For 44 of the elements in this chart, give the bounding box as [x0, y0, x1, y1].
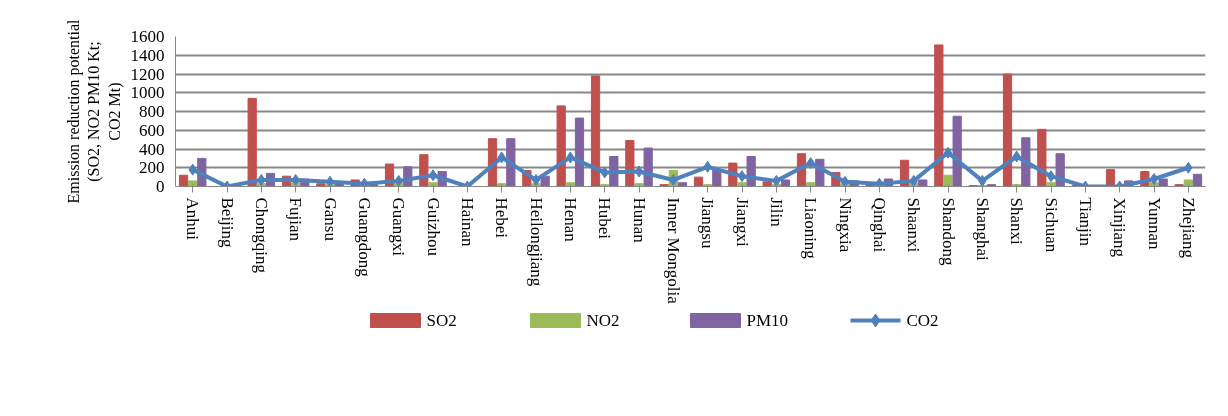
x-tick-label: Guizhou	[423, 197, 443, 257]
x-tick-label: Shandong	[938, 197, 958, 266]
x-tick-label: Liaoning	[801, 197, 821, 260]
x-tick-label: Hebei	[492, 197, 512, 239]
x-tick-label: Sichuan	[1041, 197, 1061, 253]
x-tick-label: Beijing	[217, 197, 237, 249]
x-tick-label: Hunan	[629, 197, 649, 244]
x-tick-label: Shanghai	[972, 197, 992, 262]
x-tick-label: Guangdong	[354, 197, 374, 278]
x-tick-label: Inner Mongolia	[663, 197, 683, 305]
x-tick-label: Hainan	[457, 197, 477, 248]
x-tick-label: Anhui	[183, 197, 203, 241]
x-tick-label: Guangxi	[389, 197, 409, 257]
y-tick-label: 600	[139, 120, 165, 140]
x-tick-label: Qinghai	[869, 197, 889, 253]
x-tick-label: Jilin	[766, 197, 786, 228]
y-tick-label: 400	[139, 139, 165, 159]
y-tick-label: 800	[139, 102, 165, 121]
x-tick-label: Hubei	[595, 197, 615, 240]
x-tick-label: Zhejiang	[1178, 197, 1198, 259]
x-tick-label: Shaanxi	[904, 197, 924, 253]
x-tick-label: Henan	[560, 197, 580, 243]
y-tick-label: 1200	[130, 64, 165, 84]
y-tick-label: 1600	[130, 27, 165, 46]
x-tick-label: Xinjiang	[1110, 197, 1130, 258]
x-tick-label: Heilongjiang	[526, 197, 546, 287]
x-tick-label: Ningxia	[835, 197, 855, 253]
x-tick-label: Tianjin	[1075, 197, 1095, 247]
y-axis-title: Emission reduction potential (SO2, NO2 PM10 Kt; CO2 Mt)	[64, 18, 124, 204]
legend-label: PM10	[746, 311, 789, 330]
x-tick-label: Gansu	[320, 197, 340, 242]
y-tick-label: 1000	[130, 83, 165, 103]
y-tick-label: 200	[139, 158, 165, 178]
x-tick-label: Fujian	[286, 197, 306, 242]
legend-label: SO2	[426, 311, 457, 330]
y-tick-label: 1400	[130, 45, 165, 65]
legend-label: NO2	[586, 311, 620, 330]
legend-label: CO2	[906, 311, 939, 330]
x-tick-label: Jiangsu	[698, 197, 718, 249]
x-tick-label: Shanxi	[1007, 197, 1027, 245]
x-tick-label: Yunnan	[1144, 197, 1164, 250]
x-tick-label: Jiangxi	[732, 197, 752, 247]
y-tick-label: 0	[156, 177, 165, 196]
x-tick-label: Chongqing	[251, 197, 271, 274]
